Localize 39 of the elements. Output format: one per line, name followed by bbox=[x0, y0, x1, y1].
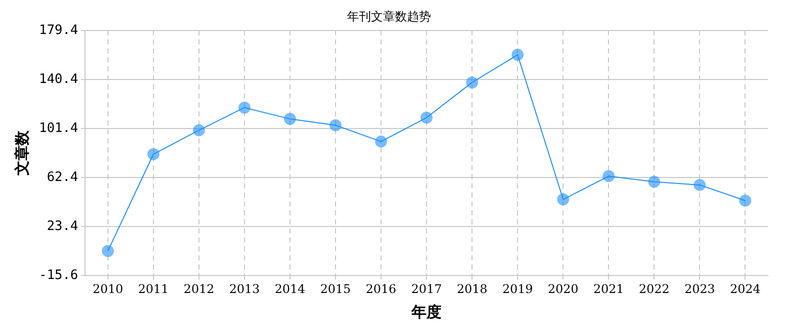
point bbox=[284, 112, 296, 125]
chart-title: 年刊文章数趋势 bbox=[347, 9, 431, 24]
x-tick-label: 2022 bbox=[638, 282, 670, 296]
point bbox=[739, 194, 752, 207]
y-tick-label: 23.4 bbox=[46, 218, 78, 234]
x-axis-title: 年度 bbox=[410, 302, 442, 321]
x-tick-label: 2011 bbox=[138, 282, 169, 296]
x-tick-label: 2012 bbox=[184, 282, 214, 296]
point bbox=[420, 112, 433, 124]
y-tick-label: 101.4 bbox=[38, 120, 78, 136]
point bbox=[602, 170, 615, 182]
point bbox=[375, 136, 388, 148]
point bbox=[238, 102, 250, 114]
x-tick-label: 2014 bbox=[274, 282, 306, 296]
point bbox=[466, 76, 478, 88]
x-tick-label: 2018 bbox=[456, 282, 488, 296]
y-tick-label: 140.4 bbox=[38, 72, 78, 87]
y-axis-title: 文章数 bbox=[12, 130, 31, 176]
x-tick-label: 2016 bbox=[366, 282, 396, 296]
point bbox=[512, 48, 524, 61]
x-tick-label: 2021 bbox=[593, 282, 624, 296]
x-tick-label: 2019 bbox=[502, 282, 533, 296]
y-tick-label: 62.4 bbox=[46, 170, 78, 185]
y-tick-label: 179.4 bbox=[38, 22, 78, 38]
x-tick-label: 2024 bbox=[730, 282, 761, 296]
x-tick-label: 2015 bbox=[320, 282, 351, 296]
point bbox=[557, 193, 570, 206]
point bbox=[147, 148, 160, 160]
point bbox=[648, 176, 660, 188]
x-tick-label: 2020 bbox=[548, 282, 578, 296]
point bbox=[330, 119, 342, 132]
point bbox=[192, 124, 205, 136]
x-tick-label: 2017 bbox=[411, 282, 442, 296]
point bbox=[694, 178, 706, 191]
x-tick-label: 2010 bbox=[92, 282, 124, 296]
x-tick-label: 2023 bbox=[684, 282, 715, 296]
y-tick-label: -15.6 bbox=[38, 268, 78, 283]
point bbox=[102, 244, 114, 257]
x-tick-label: 2013 bbox=[229, 282, 260, 296]
